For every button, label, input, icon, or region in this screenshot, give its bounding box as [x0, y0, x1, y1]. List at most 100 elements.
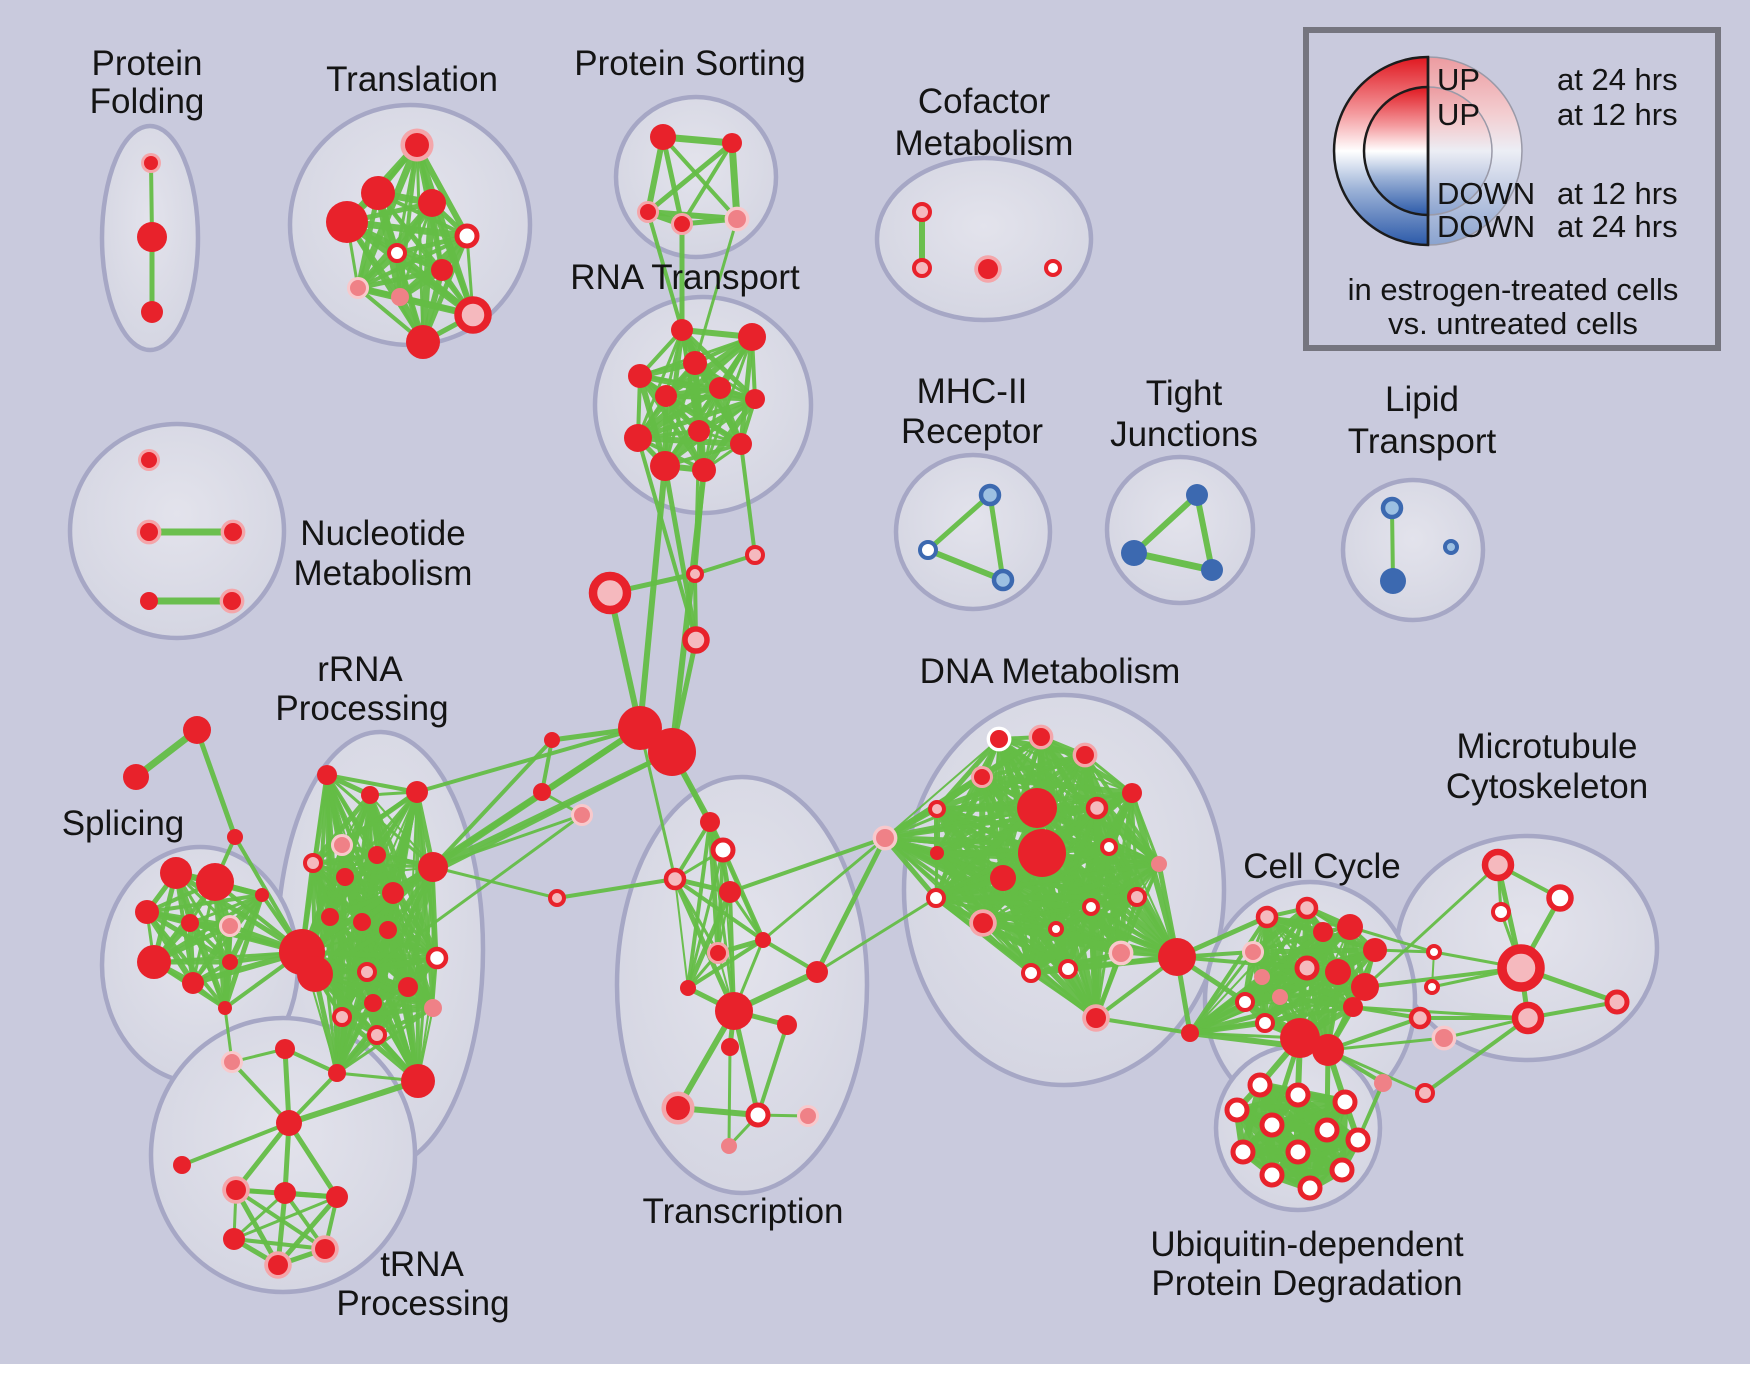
network-node-MT4: [1497, 944, 1545, 992]
network-node-N1: [137, 448, 161, 472]
network-edge: [417, 957, 438, 1082]
network-edge: [1326, 1016, 1422, 1052]
network-node-T11: [406, 325, 440, 359]
network-node-RR4: [330, 833, 354, 857]
network-node-U7: [1345, 1127, 1371, 1153]
network-edge: [392, 892, 438, 959]
network-node-SP9: [222, 954, 238, 970]
network-node-TRI2: [123, 764, 149, 790]
network-edge: [431, 865, 559, 900]
network-node-U12: [1297, 1175, 1323, 1201]
network-edge: [701, 396, 758, 473]
network-node-C10: [1254, 969, 1270, 985]
network-node-TX16: [721, 1138, 737, 1154]
network-node-C16: [1343, 997, 1363, 1017]
cluster-label-protein-sorting: Protein Sorting: [574, 44, 806, 83]
network-node-T2: [361, 176, 395, 210]
network-node-N4: [140, 592, 158, 610]
network-node-SP5: [218, 914, 242, 938]
network-edge: [637, 373, 707, 473]
network-node-U1: [1247, 1072, 1273, 1098]
network-node-T5: [454, 223, 480, 249]
network-node-TJ1: [1186, 484, 1208, 506]
network-node-T7: [431, 259, 453, 281]
network-node-D13: [1100, 838, 1118, 856]
network-edge: [431, 738, 554, 869]
network-node-C5: [1363, 938, 1387, 962]
network-node-TN8: [264, 1251, 292, 1279]
network-node-TX5: [719, 881, 741, 903]
cluster-label-rrna-processing: Processing: [275, 689, 448, 728]
network-node-RR11: [353, 913, 371, 931]
network-edge: [355, 267, 445, 291]
network-node-U4: [1224, 1097, 1250, 1123]
network-edge: [365, 813, 584, 974]
network-node-RR10: [321, 908, 339, 926]
network-edge: [1250, 947, 1378, 955]
cluster-label-ubiquitin-degradation: Ubiquitin-dependent: [1150, 1225, 1464, 1264]
network-node-C21: [1374, 1074, 1392, 1092]
cluster-label-nucleotide-metabolism: Metabolism: [294, 554, 473, 593]
network-edge: [660, 134, 685, 227]
network-node-RR21: [401, 1064, 435, 1098]
cluster-label-tight-junctions: Junctions: [1110, 415, 1258, 454]
network-node-S2: [686, 565, 704, 583]
network-node-D18: [1048, 921, 1064, 937]
cluster-ellipse-rna-transport: [592, 294, 814, 516]
network-node-C14: [1280, 1018, 1320, 1058]
network-edge: [232, 1237, 327, 1251]
cluster-label-tight-junctions: Tight: [1146, 374, 1223, 413]
network-node-TX15: [796, 1104, 820, 1128]
network-node-RT8: [688, 420, 710, 442]
network-edge: [1028, 894, 1140, 976]
figure-bottom-margin: [0, 1364, 1750, 1376]
network-node-L3: [1443, 539, 1459, 555]
network-edge: [980, 861, 1162, 926]
network-node-D3: [1072, 742, 1098, 768]
network-edge: [637, 373, 758, 402]
network-node-RR6: [336, 868, 354, 886]
network-edge: [145, 893, 264, 914]
network-node-RR9: [382, 882, 404, 904]
network-node-RT4: [628, 364, 652, 388]
network-node-TX3: [663, 867, 687, 891]
legend-entry-time: at 24 hrs: [1557, 209, 1678, 244]
network-edge: [222, 892, 265, 1011]
cluster-ellipse-protein-sorting: [613, 94, 779, 260]
network-edge: [1250, 905, 1310, 955]
network-edge: [1326, 1036, 1446, 1052]
network-edge: [635, 385, 723, 441]
network-node-C9: [1241, 940, 1265, 964]
network-node-C15: [1312, 1034, 1344, 1066]
network-edge: [933, 805, 1040, 901]
network-node-N3: [220, 519, 246, 545]
network-node-C22: [1415, 1083, 1435, 1103]
network-node-TX7: [706, 941, 730, 965]
network-node-SP3: [135, 900, 159, 924]
legend-glyph-half: [1427, 86, 1493, 216]
network-edge: [761, 836, 887, 942]
network-node-C12: [1272, 989, 1288, 1005]
network-edge: [933, 894, 1140, 901]
network-node-MT9: [1408, 1006, 1432, 1030]
network-node-TX6: [755, 932, 771, 948]
legend-glyph-half: [1362, 85, 1430, 217]
network-node-T6: [387, 243, 407, 263]
network-node-D1: [986, 726, 1012, 752]
network-edge: [1094, 1016, 1192, 1035]
network-edge: [414, 142, 470, 239]
network-edge: [313, 972, 435, 1010]
network-node-RR13: [425, 946, 449, 970]
network-node-U10: [1259, 1162, 1285, 1188]
network-edge: [934, 862, 1161, 900]
network-node-TX1: [700, 812, 720, 832]
network-edge: [693, 553, 757, 576]
network-node-U11: [1329, 1157, 1355, 1183]
cluster-label-cofactor-metabolism: Cofactor: [918, 82, 1051, 121]
network-node-C3: [1313, 922, 1333, 942]
network-node-RT6: [709, 377, 731, 399]
network-edge: [555, 877, 677, 900]
network-node-PS5: [724, 206, 750, 232]
network-nodes: [123, 124, 1630, 1279]
